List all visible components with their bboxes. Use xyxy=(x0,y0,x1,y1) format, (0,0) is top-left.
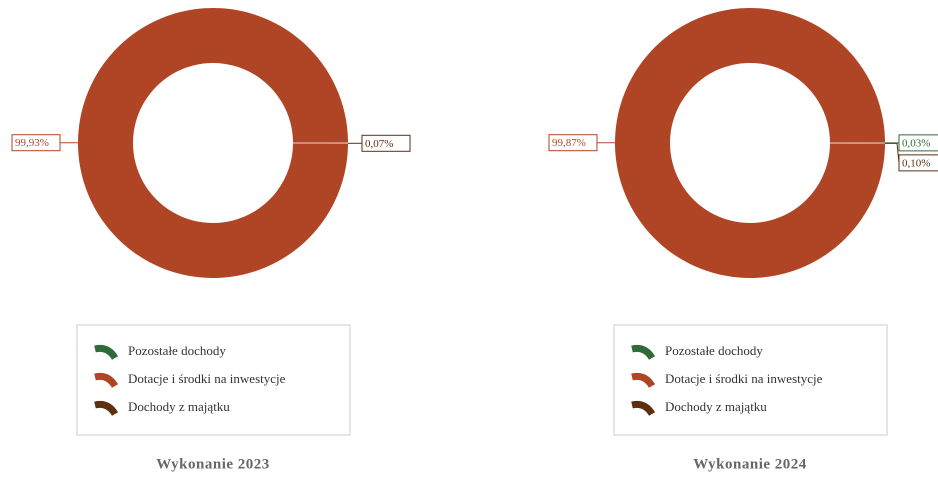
data-label: 0,03% xyxy=(902,137,930,149)
legend-swatch xyxy=(94,400,119,416)
data-label: 0,10% xyxy=(902,157,930,169)
chart-title: Wykonanie 2023 xyxy=(156,456,270,472)
label-box xyxy=(361,134,411,152)
legend-label: Pozostałe dochody xyxy=(665,343,763,358)
label-box xyxy=(898,154,938,172)
data-label: 99,87% xyxy=(552,137,586,149)
legend: Pozostałe dochody Dotacje i środki na inw… xyxy=(76,324,351,436)
legend-label: Pozostałe dochody xyxy=(128,343,226,358)
legend-swatch xyxy=(631,400,656,416)
donut-chart: 0,03% 99,87% 0,10% xyxy=(548,7,938,278)
donut-chart: 99,93% 0,07% xyxy=(11,8,411,279)
data-label: 99,93% xyxy=(15,137,49,149)
data-label: 0,07% xyxy=(365,138,393,150)
legend-swatch xyxy=(94,344,119,360)
legend-swatch xyxy=(631,344,656,360)
label-box xyxy=(548,134,598,152)
legend-label: Dotacje i środki na inwestycje xyxy=(128,371,286,386)
label-box xyxy=(898,134,938,152)
legend: Pozostałe dochody Dotacje i środki na inw… xyxy=(613,324,888,436)
legend-label: Dochody z majątku xyxy=(665,399,767,414)
chart-title: Wykonanie 2024 xyxy=(693,456,807,472)
slice xyxy=(614,7,885,278)
legend-swatch xyxy=(631,372,656,388)
legend-label: Dotacje i środki na inwestycje xyxy=(665,371,823,386)
slice xyxy=(77,8,348,279)
legend-swatch xyxy=(94,372,119,388)
label-box xyxy=(11,134,61,152)
legend-box xyxy=(613,324,888,436)
leader-line xyxy=(884,142,900,163)
legend-label: Dochody z majątku xyxy=(128,399,230,414)
legend-box xyxy=(76,324,351,436)
